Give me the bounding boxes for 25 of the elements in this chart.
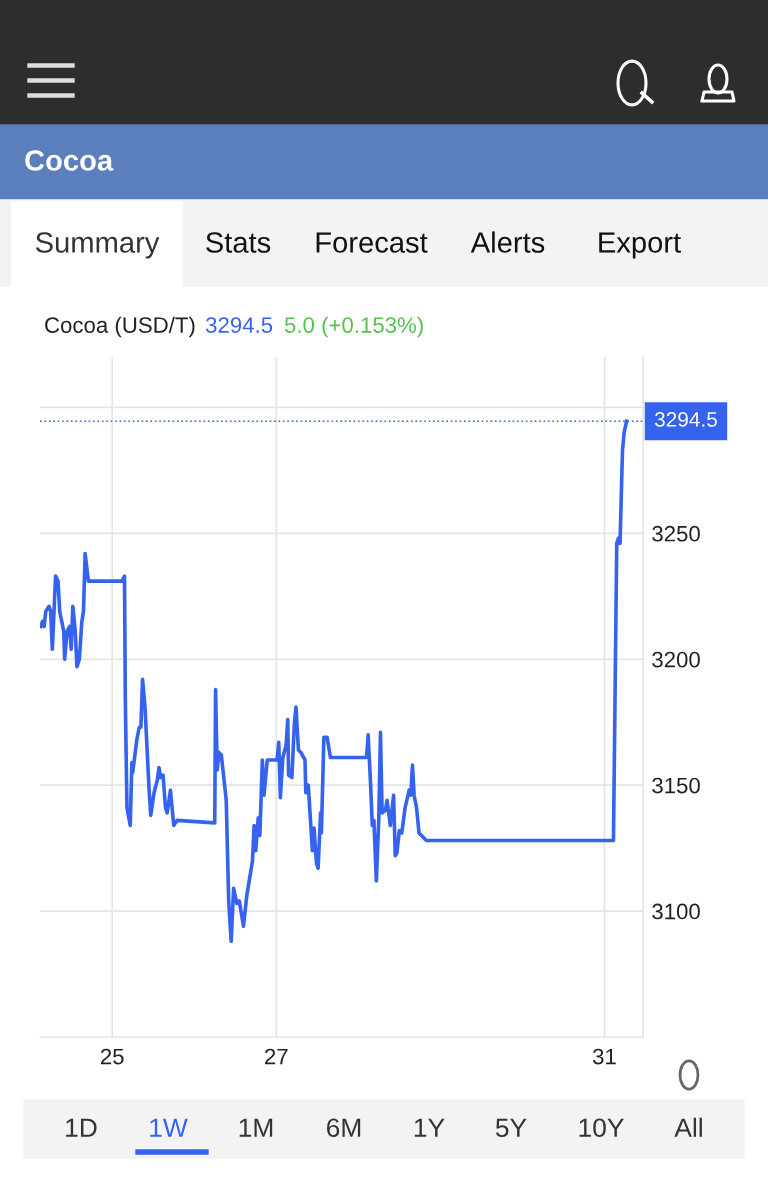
text: 10Y	[579, 1118, 624, 1138]
chart-title: Cocoa	[25, 150, 114, 171]
x-tick-label: 25	[100, 1048, 124, 1065]
text: Alerts	[470, 231, 545, 253]
y-tick-label: 3100	[652, 903, 700, 920]
text: 1W	[150, 1118, 188, 1137]
text: Forecast	[316, 232, 428, 253]
text: Export	[599, 232, 681, 259]
text: Stats	[206, 232, 271, 253]
text: 5Y	[495, 1118, 527, 1138]
text: 1D	[66, 1118, 97, 1137]
text: 5.0 (+0.153%)	[284, 316, 423, 338]
ref-line-label: 3294.5	[654, 412, 717, 427]
text: 6M	[327, 1118, 361, 1138]
text: All	[674, 1117, 702, 1137]
y-tick-label: 3250	[652, 525, 700, 542]
text: Summary	[35, 232, 160, 259]
y-tick-label: 3200	[652, 651, 700, 668]
text: 1M	[239, 1118, 273, 1137]
x-tick-label: 31	[592, 1048, 616, 1065]
text: 1Y	[414, 1118, 445, 1137]
chart-subtitle: Cocoa (USD/T)	[45, 316, 195, 338]
text: 3294.5	[205, 317, 273, 333]
y-tick-label: 3150	[652, 777, 700, 794]
x-tick-label: 27	[265, 1048, 288, 1065]
